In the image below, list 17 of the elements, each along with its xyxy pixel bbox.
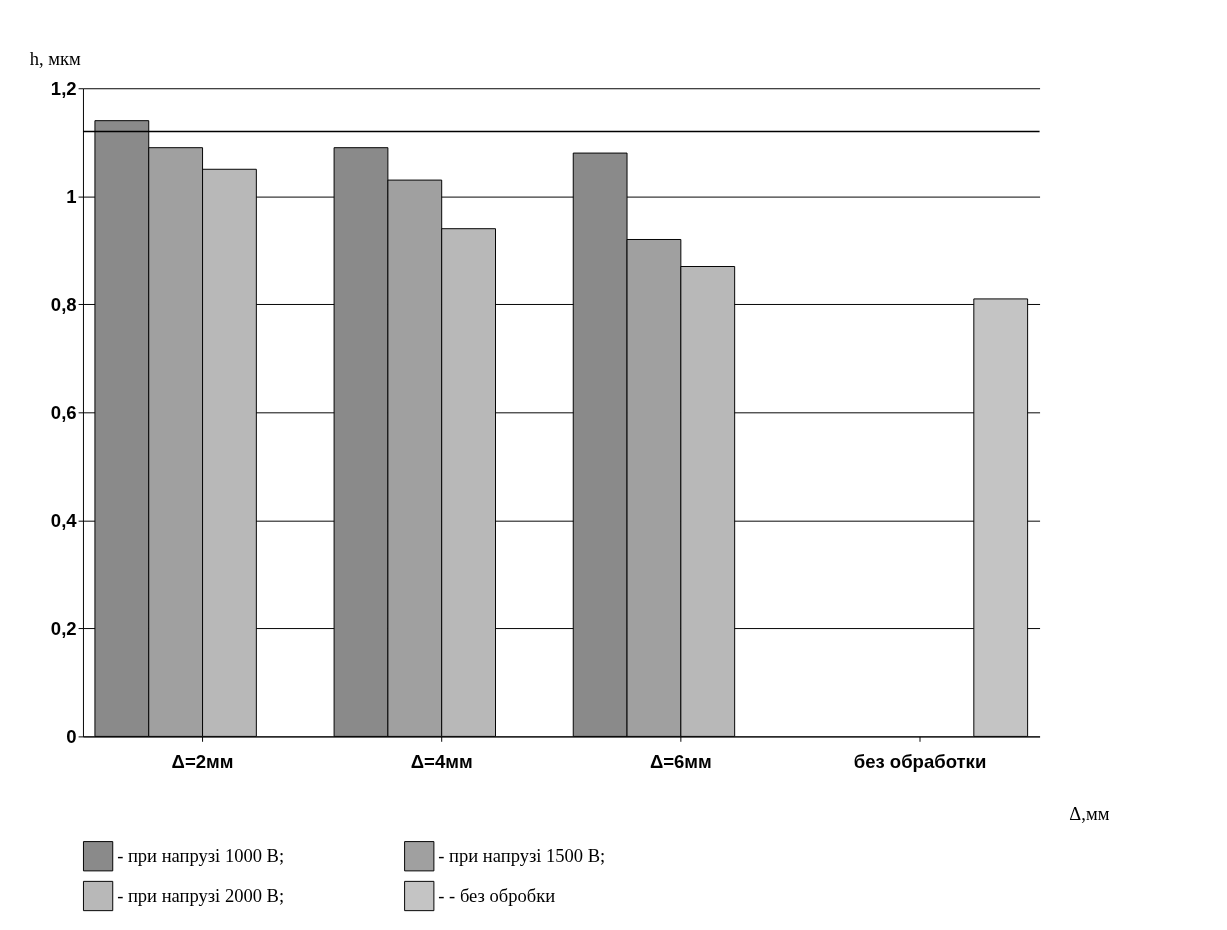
legend-label: - при напрузі 2000 В; — [117, 884, 285, 906]
x-tick-label: без обработки — [853, 751, 987, 773]
x-tick-label: Δ=6мм — [649, 751, 712, 773]
y-axis-title: h, мкм — [29, 48, 82, 70]
x-tick-label: Δ=2мм — [171, 751, 234, 773]
y-tick-label: 0,2 — [50, 617, 77, 639]
y-tick-label: 0,6 — [50, 401, 77, 423]
x-axis-title: Δ,мм — [1069, 802, 1110, 824]
y-tick-label: 1 — [66, 185, 77, 207]
legend-label: - при напрузі 1000 В; — [117, 845, 285, 867]
legend-label: - при напрузі 1500 В; — [438, 845, 606, 867]
y-tick-label: 0,4 — [50, 509, 78, 531]
y-tick-label: 0,8 — [50, 293, 77, 315]
x-tick-label: Δ=4мм — [410, 751, 473, 773]
legend-label: - - без обробки — [438, 884, 556, 906]
y-tick-label: 1,2 — [50, 77, 77, 99]
y-tick-label: 0 — [66, 725, 77, 747]
